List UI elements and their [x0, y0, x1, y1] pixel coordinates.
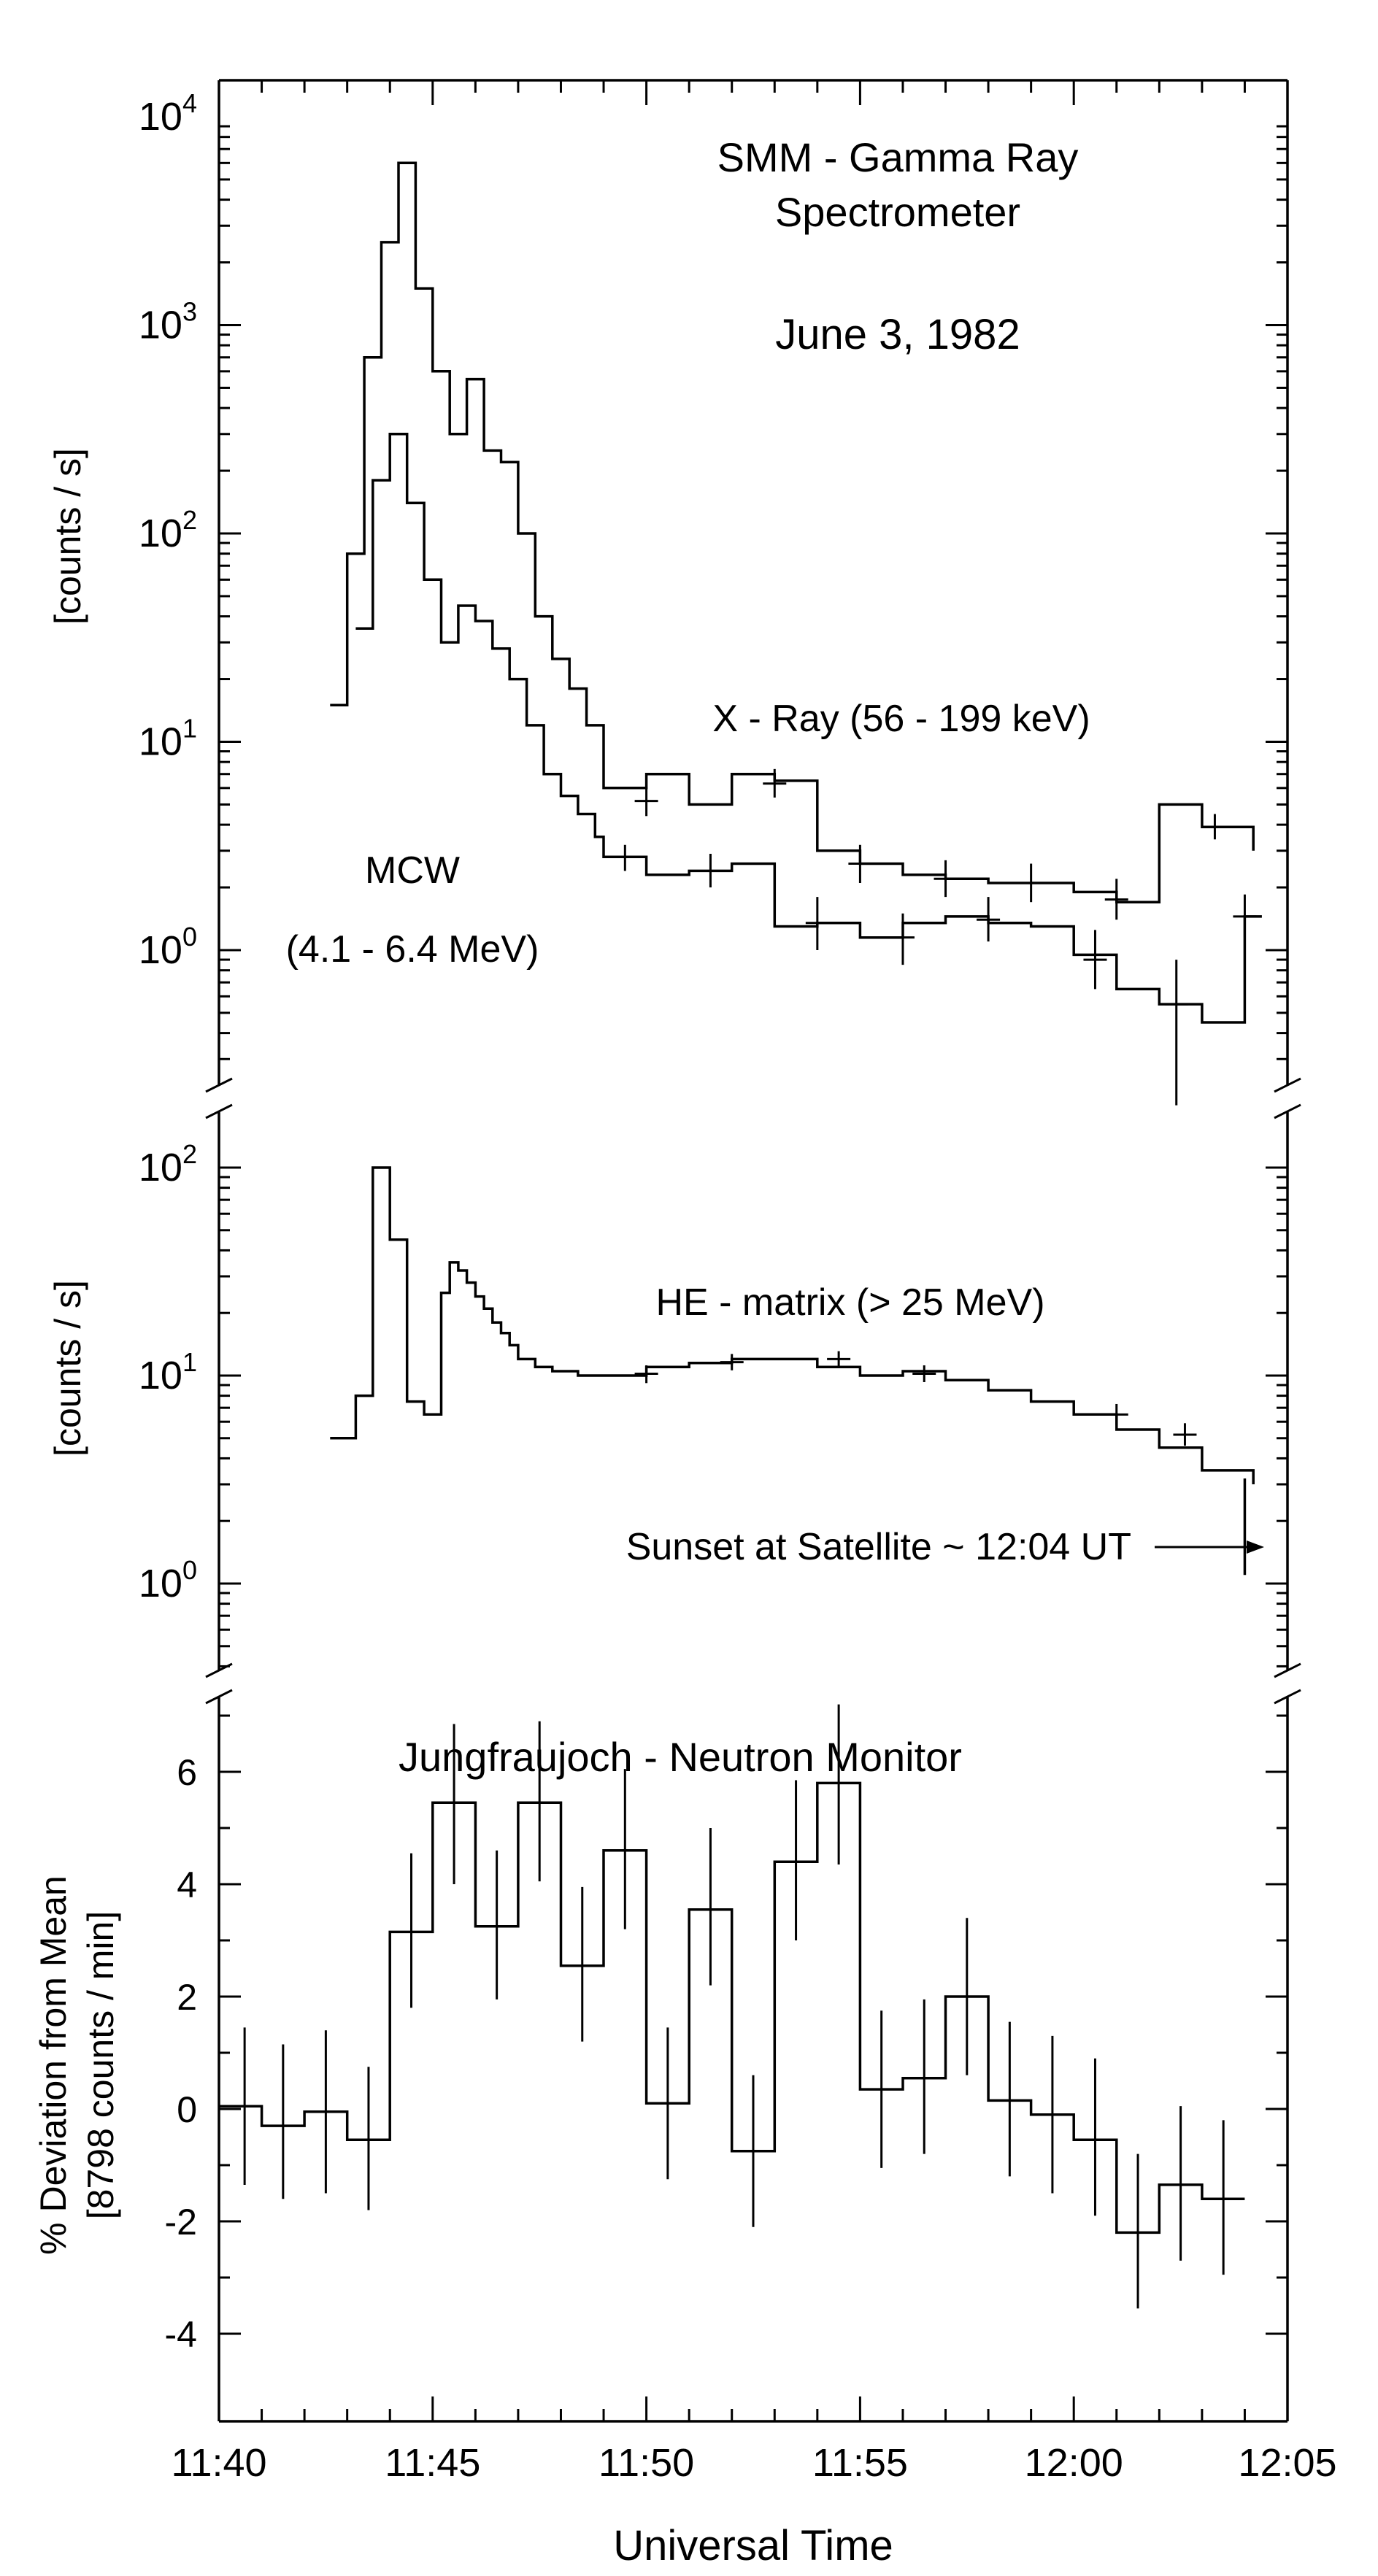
gamma-y-tick-label-2: 102 — [139, 505, 197, 555]
neutron-chart-title: Jungfraujoch - Neutron Monitor — [399, 1734, 962, 1780]
neutron-y-axis-label-line2: [8798 counts / min] — [80, 1911, 121, 2219]
x-tick-label-4: 12:00 — [1025, 2441, 1123, 2485]
gamma-y-ticks — [219, 125, 1287, 1060]
x-tick-label-0: 11:40 — [171, 2441, 266, 2485]
neutron-y-tick-label-1: -2 — [165, 2202, 197, 2243]
he-step-line — [330, 1166, 1255, 1484]
gamma-y-tick-label-4: 104 — [139, 88, 197, 139]
mcw-error-bars — [613, 844, 1257, 1106]
gamma-chart-title: SMM - Gamma Ray — [717, 134, 1079, 180]
gamma-y-tick-label-1: 101 — [139, 714, 197, 764]
neutron-y-tick-label-2: 0 — [177, 2089, 197, 2130]
neutron-y-tick-label-5: 6 — [177, 1752, 197, 1793]
he-y-ticks — [219, 1166, 1287, 1667]
xray-error-bars — [634, 768, 1227, 920]
he-y-tick-labels: 100 101 102 — [139, 1139, 197, 1605]
he-y-tick-label-0: 100 — [139, 1555, 197, 1605]
gamma-panel: 100 101 102 103 104 [counts / s] SMM - Gamma… — [47, 88, 1287, 1106]
gamma-y-tick-label-3: 103 — [139, 297, 197, 347]
neutron-y-tick-label-4: 4 — [177, 1864, 197, 1905]
gamma-y-axis-label: [counts / s] — [47, 448, 88, 625]
mcw-series-label-line1: MCW — [365, 849, 460, 892]
x-tick-label-1: 11:45 — [385, 2441, 480, 2485]
break-mark-left-2b — [205, 1689, 233, 1705]
gamma-y-tick-labels: 100 101 102 103 104 — [139, 88, 197, 972]
he-y-tick-label-1: 101 — [139, 1347, 197, 1397]
xray-series-label: X - Ray (56 - 199 keV) — [712, 698, 1090, 740]
x-axis-ticks — [218, 80, 1289, 2421]
neutron-y-tick-label-3: 2 — [177, 1977, 197, 2018]
neutron-step-line — [219, 1781, 1245, 2234]
axis-breaks — [205, 1077, 1301, 1705]
x-tick-label-3: 11:55 — [812, 2441, 908, 2485]
neutron-y-tick-labels: -4 -2 0 2 4 6 — [165, 1752, 197, 2355]
he-y-axis-label: [counts / s] — [47, 1280, 88, 1457]
x-axis-label: Universal Time — [613, 2522, 893, 2569]
he-series-label: HE - matrix (> 25 MeV) — [655, 1281, 1044, 1324]
break-mark-left-1a — [205, 1077, 233, 1093]
mcw-series-label-line2: (4.1 - 6.4 MeV) — [286, 928, 539, 971]
sunset-arrow-head — [1247, 1540, 1264, 1554]
break-mark-left-1b — [205, 1103, 233, 1119]
gamma-chart-subtitle: Spectrometer — [775, 189, 1020, 235]
he-y-tick-label-2: 102 — [139, 1139, 197, 1189]
x-axis-tick-labels: 11:40 11:45 11:50 11:55 12:00 12:05 — [171, 2441, 1336, 2485]
x-tick-label-5: 12:05 — [1238, 2441, 1336, 2485]
gamma-y-tick-label-0: 100 — [139, 922, 197, 972]
he-panel: 100 101 102 [counts / s] HE - matrix (> 25… — [47, 1139, 1287, 1667]
neutron-error-bars — [243, 1704, 1225, 2309]
x-tick-label-2: 11:50 — [598, 2441, 694, 2485]
neutron-y-ticks — [219, 1714, 1287, 2335]
break-mark-right-1b — [1274, 1103, 1301, 1119]
break-mark-right-2a — [1274, 1662, 1301, 1678]
gamma-chart-date: June 3, 1982 — [775, 311, 1020, 358]
neutron-y-tick-label-0: -4 — [165, 2314, 197, 2355]
break-mark-right-2b — [1274, 1689, 1301, 1705]
he-error-bars — [634, 1351, 1197, 1446]
break-mark-right-1a — [1274, 1077, 1301, 1093]
frame — [218, 79, 1289, 2423]
neutron-y-axis-label-line1: % Deviation from Mean — [33, 1875, 74, 2255]
sunset-annotation: Sunset at Satellite ~ 12:04 UT — [626, 1526, 1131, 1568]
